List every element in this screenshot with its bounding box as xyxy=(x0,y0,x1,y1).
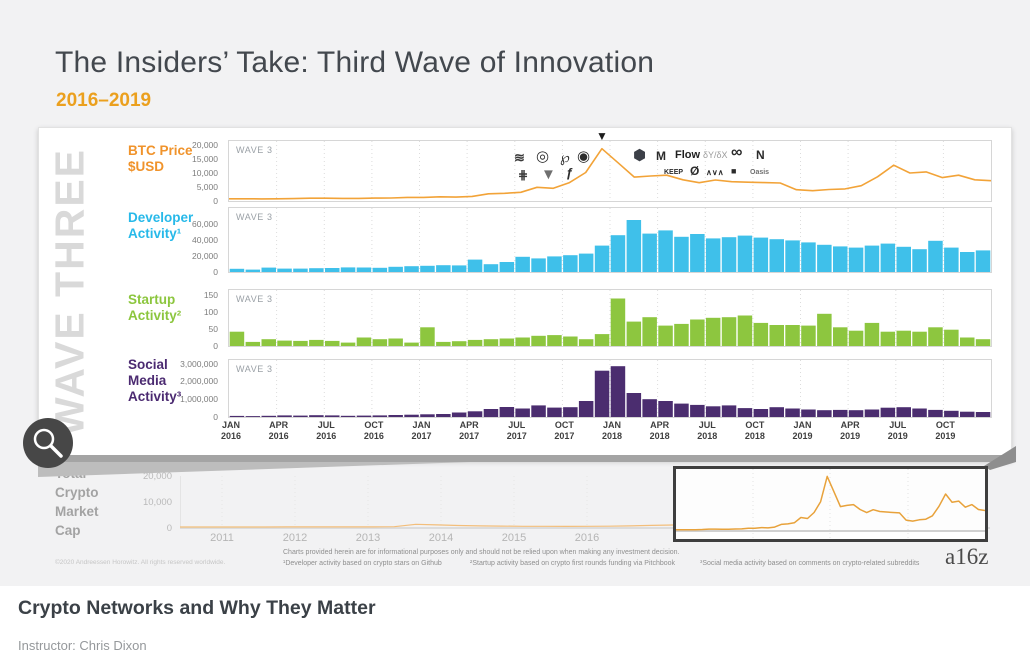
market-cap-line-svg xyxy=(180,476,673,528)
social-y-axis: 3,000,000 2,000,000 1,000,000 0 xyxy=(140,358,220,422)
y-tick-label: 3,000,000 xyxy=(180,358,218,369)
developer-activity-chart: WAVE 3 xyxy=(228,207,992,273)
x-tick-label: APR 2017 xyxy=(459,420,480,441)
label-line: Social xyxy=(128,357,168,372)
year-label: 2012 xyxy=(282,532,308,544)
instructor-text: Instructor: Chris Dixon xyxy=(18,638,147,653)
label-line: Activity³ xyxy=(128,389,182,404)
y-tick-label: 60,000 xyxy=(192,219,218,229)
wave-three-watermark: WAVE THREE xyxy=(46,147,93,437)
page-heading: Crypto Networks and Why They Matter xyxy=(18,597,376,619)
btc-price-label: BTC Price $USD xyxy=(128,143,220,175)
year-label: 2016 xyxy=(574,532,600,544)
slide-title: The Insiders’ Take: Third Wave of Innova… xyxy=(55,46,655,79)
wave3-label: WAVE 3 xyxy=(236,145,273,155)
y-tick-label: 40,000 xyxy=(192,235,218,245)
year-label: 2015 xyxy=(501,532,527,544)
y-tick-label: 20,000 xyxy=(142,471,172,482)
label-line: Cap xyxy=(55,523,81,538)
developer-activity-label: Developer Activity¹ xyxy=(128,210,220,242)
year-label: 2014 xyxy=(428,532,454,544)
x-tick-label: APR 2018 xyxy=(649,420,670,441)
market-cap-baseline xyxy=(180,527,990,529)
startup-activity-label: Startup Activity² xyxy=(128,292,220,324)
slide: The Insiders’ Take: Third Wave of Innova… xyxy=(0,0,1030,586)
copyright-text: ©2020 Andreessen Horowitz. All rights re… xyxy=(55,559,226,566)
wave3-label: WAVE 3 xyxy=(236,212,273,222)
label-line: $USD xyxy=(128,159,165,174)
social-media-activity-chart: WAVE 3 xyxy=(228,359,992,418)
social-bars-svg xyxy=(229,360,991,417)
x-tick-label: JUL 2016 xyxy=(316,420,337,441)
magnifier-icon xyxy=(23,418,73,468)
y-tick-label: 1,000,000 xyxy=(180,394,218,405)
y-tick-label: 0 xyxy=(213,412,218,422)
year-label: 2013 xyxy=(355,532,381,544)
a16z-logo: a16z xyxy=(945,544,989,569)
developer-bars-svg xyxy=(229,208,991,272)
y-tick-label: 0 xyxy=(213,341,218,351)
y-tick-label: 0 xyxy=(166,523,172,534)
y-tick-label: 20,000 xyxy=(192,251,218,261)
zoom-box-line-svg xyxy=(675,469,986,539)
slide-subtitle: 2016–2019 xyxy=(56,90,152,111)
label-line: Crypto xyxy=(55,485,99,500)
footnote-startup: ²Startup activity based on crypto first … xyxy=(470,560,676,567)
shared-x-axis: JAN 2016 APR 2016 JUL 2016 OCT 2016 JAN 2017… xyxy=(221,420,998,448)
wave3-zoom-box xyxy=(673,466,988,542)
y-tick-label: 15,000 xyxy=(192,154,218,165)
label-line: BTC Price xyxy=(128,143,193,158)
startup-y-axis: 150 100 50 0 xyxy=(140,289,220,351)
social-media-activity-label: Social Media Activity³ xyxy=(128,357,220,405)
label-line: Market xyxy=(55,504,99,519)
wave3-label: WAVE 3 xyxy=(236,294,273,304)
startup-activity-chart: WAVE 3 xyxy=(228,289,992,347)
market-cap-label: Total Crypto Market Cap xyxy=(55,464,99,540)
y-tick-label: 0 xyxy=(213,196,218,206)
x-tick-label: OCT 2019 xyxy=(935,420,956,441)
footnote-social: ³Social media activity based on comments… xyxy=(700,560,920,567)
y-tick-label: 50 xyxy=(208,324,218,335)
x-tick-label: JUL 2019 xyxy=(887,420,908,441)
y-tick-label: 2,000,000 xyxy=(180,376,218,387)
btc-y-axis: 20,000 15,000 10,000 5,000 0 xyxy=(140,140,220,206)
market-cap-x-axis: 2011 2012 2013 2014 2015 2016 xyxy=(180,532,700,546)
market-cap-axis-line xyxy=(180,476,181,528)
market-cap-y-axis: 20,000 10,000 0 xyxy=(100,471,174,534)
wave3-label: WAVE 3 xyxy=(236,364,273,374)
startup-bars-svg xyxy=(229,290,991,346)
x-tick-label: JAN 2018 xyxy=(601,420,623,441)
y-tick-label: 10,000 xyxy=(142,497,172,508)
label-line: Developer xyxy=(128,210,194,225)
label-line: Startup xyxy=(128,292,176,307)
x-tick-label: JUL 2017 xyxy=(506,420,527,441)
label-line: Activity² xyxy=(128,308,182,323)
x-tick-label: OCT 2016 xyxy=(363,420,384,441)
y-tick-label: 5,000 xyxy=(196,182,218,193)
x-tick-label: JAN 2017 xyxy=(411,420,432,441)
label-line: Media xyxy=(128,373,167,388)
y-tick-label: 100 xyxy=(203,307,218,318)
footnote-developer: ¹Developer activity based on crypto star… xyxy=(283,560,442,567)
y-tick-label: 0 xyxy=(213,267,218,277)
y-tick-label: 20,000 xyxy=(192,140,218,151)
x-tick-label: APR 2016 xyxy=(268,420,289,441)
x-tick-label: APR 2019 xyxy=(840,420,861,441)
x-tick-label: JUL 2018 xyxy=(697,420,718,441)
developer-y-axis: 60,000 40,000 20,000 0 xyxy=(140,207,220,277)
btc-line-svg xyxy=(229,141,991,201)
year-label: 2011 xyxy=(210,532,234,544)
x-tick-label: JAN 2019 xyxy=(792,420,813,441)
y-tick-label: 10,000 xyxy=(192,168,218,179)
x-tick-label: OCT 2018 xyxy=(744,420,765,441)
btc-price-chart: WAVE 3 xyxy=(228,140,992,202)
x-tick-label: JAN 2016 xyxy=(220,420,242,441)
x-tick-label: OCT 2017 xyxy=(554,420,575,441)
y-tick-label: 150 xyxy=(203,290,218,301)
label-line: Activity¹ xyxy=(128,226,182,241)
disclaimer-text: Charts provided herein are for informati… xyxy=(283,549,680,556)
